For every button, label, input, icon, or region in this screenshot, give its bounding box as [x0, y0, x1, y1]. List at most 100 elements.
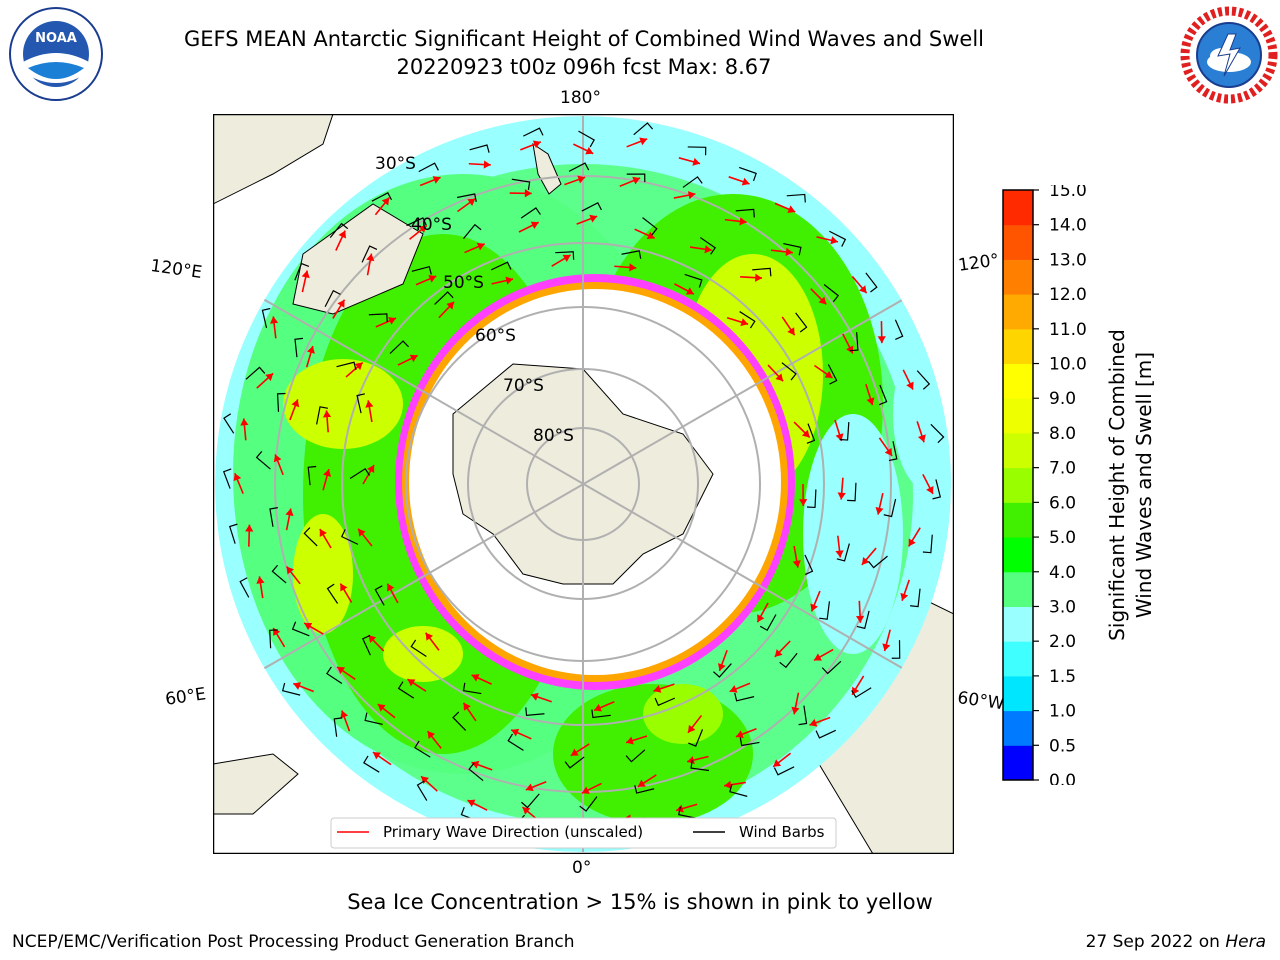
- wind-barb: [851, 687, 872, 699]
- chart-subtitle: 20220923 t00z 096h fcst Max: 8.67: [396, 55, 772, 79]
- wind-barb: [847, 482, 857, 502]
- wave-arrowhead: [562, 254, 571, 263]
- wave-arrowhead: [687, 724, 696, 733]
- wind-barb: [361, 245, 378, 263]
- colorbar-swatch: [1003, 675, 1033, 712]
- wind-barb: [222, 468, 232, 489]
- wind-barb: [783, 242, 802, 256]
- wave-arrowhead: [585, 146, 594, 155]
- wave-arrowhead: [428, 275, 437, 283]
- colorbar-tick-label: 12.0: [1049, 285, 1087, 305]
- wave-arrowhead: [293, 682, 302, 690]
- wind-barb: [581, 202, 602, 212]
- wave-arrowhead: [532, 140, 541, 149]
- wind-barb: [456, 193, 477, 202]
- wind-barb: [687, 146, 707, 156]
- lon-label-120e: 120°E: [149, 256, 204, 284]
- wind-barb: [821, 660, 842, 675]
- wind-barb: [836, 543, 850, 562]
- colorbar-swatch: [1003, 294, 1033, 330]
- wind-barb: [340, 529, 359, 545]
- wind-barb: [578, 130, 595, 148]
- wave-arrowhead: [301, 270, 310, 279]
- wind-barb: [633, 122, 654, 136]
- wave-arrowhead: [632, 176, 641, 185]
- wave-arrowhead: [787, 327, 795, 336]
- wind-barb: [564, 756, 585, 769]
- wave-arrowhead: [717, 663, 726, 671]
- wave-arrowhead: [775, 373, 784, 382]
- wave-arrowhead: [792, 560, 801, 568]
- wind-barb: [468, 762, 484, 782]
- wind-barb: [678, 806, 697, 819]
- wave-arrowhead: [530, 692, 539, 701]
- wave-arrowhead: [740, 318, 749, 327]
- lon-label-180: 180°: [560, 88, 601, 108]
- wind-barb: [316, 406, 329, 425]
- colorbar-tick-label: 13.0: [1049, 250, 1087, 270]
- wave-arrowhead: [522, 807, 531, 815]
- wave-arrowhead: [286, 566, 295, 575]
- wave-arrowhead: [801, 429, 810, 438]
- wave-arrowhead: [577, 175, 586, 184]
- wind-barb: [511, 178, 531, 190]
- wave-arrowhead: [835, 550, 844, 558]
- wind-barb: [523, 127, 544, 137]
- lon-label-60e: 60°E: [164, 684, 208, 710]
- wind-barb: [525, 707, 545, 717]
- wind-barb: [349, 467, 371, 480]
- wave-arrowhead: [530, 221, 539, 229]
- colorbar-tick-label: 0.0: [1049, 771, 1076, 785]
- wind-barb: [326, 583, 339, 604]
- wind-barb: [682, 176, 703, 188]
- wave-arrowhead: [846, 345, 854, 354]
- wind-barb: [452, 711, 467, 731]
- wave-arrowhead: [337, 666, 346, 675]
- colorbar-tick-label: 10.0: [1049, 355, 1087, 375]
- wave-arrowhead: [830, 236, 838, 245]
- wave-arrowhead: [245, 524, 254, 532]
- wave-arrowhead: [837, 492, 846, 500]
- wave-arrowhead: [471, 674, 480, 682]
- wind-barb: [883, 498, 897, 518]
- wind-barb: [406, 217, 427, 227]
- wave-arrowhead: [425, 632, 434, 641]
- wind-barb: [856, 610, 870, 630]
- lat-label-60s: 60°S: [475, 326, 516, 346]
- wave-arrowhead: [388, 317, 397, 325]
- wind-barb: [520, 207, 541, 219]
- wind-barb: [463, 223, 482, 239]
- wave-arrowhead: [824, 370, 833, 379]
- wave-arrowhead: [884, 447, 893, 456]
- wave-arrowhead: [367, 464, 375, 473]
- wind-barb: [410, 639, 427, 657]
- wave-arrowhead: [291, 399, 300, 408]
- wave-arrowhead: [340, 583, 348, 592]
- wave-arrowhead: [785, 247, 793, 257]
- colorbar-label: Significant Height of Combined Wind Wave…: [1105, 329, 1156, 641]
- wind-barb: [363, 755, 380, 773]
- lat-label-40s: 40°S: [411, 215, 452, 235]
- wind-barb: [269, 629, 278, 649]
- wind-barb: [462, 682, 482, 695]
- wave-arrowhead: [285, 508, 294, 517]
- wind-barb: [806, 423, 816, 444]
- wind-barb: [307, 465, 317, 486]
- wind-barb: [910, 588, 921, 608]
- wave-arrowhead: [581, 786, 590, 794]
- wave-arrowhead: [906, 381, 914, 390]
- wave-arrowhead: [306, 346, 315, 354]
- wind-barb: [591, 709, 611, 719]
- wind-barb: [625, 749, 646, 763]
- wave-arrowhead: [337, 299, 345, 308]
- wave-arrowhead: [524, 189, 532, 198]
- colorbar-swatch: [1003, 224, 1033, 260]
- wave-arrowhead: [409, 354, 418, 363]
- wind-barb: [642, 217, 658, 236]
- wave-arrowhead: [511, 728, 520, 737]
- land-australia: [292, 203, 424, 315]
- wind-barb: [699, 237, 717, 255]
- wave-arrowhead: [646, 231, 655, 240]
- wind-barb: [739, 311, 756, 329]
- colorbar-swatch: [1003, 432, 1033, 469]
